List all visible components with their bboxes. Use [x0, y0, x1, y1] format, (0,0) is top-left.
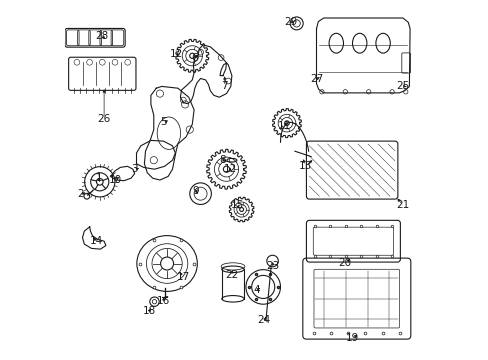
Text: 6: 6: [190, 53, 197, 63]
Text: 15: 15: [230, 200, 244, 210]
Text: 29: 29: [284, 17, 297, 27]
Text: 7: 7: [221, 81, 227, 91]
Text: 8: 8: [219, 155, 226, 165]
Text: 28: 28: [96, 31, 109, 41]
Text: 20: 20: [338, 258, 351, 268]
Text: 11: 11: [277, 121, 290, 131]
Text: 10: 10: [108, 175, 121, 185]
Text: 12: 12: [169, 49, 183, 59]
Text: 14: 14: [90, 236, 103, 246]
Text: 19: 19: [345, 333, 358, 343]
Text: 1: 1: [95, 173, 102, 183]
Polygon shape: [220, 63, 226, 76]
Text: 18: 18: [142, 306, 155, 316]
Text: 24: 24: [257, 315, 270, 325]
Text: 17: 17: [176, 272, 189, 282]
Text: 9: 9: [192, 186, 199, 196]
Text: 26: 26: [97, 114, 110, 124]
Text: 3: 3: [131, 164, 138, 174]
Text: 13: 13: [299, 161, 312, 171]
Text: 5: 5: [160, 117, 166, 127]
Text: 23: 23: [266, 261, 279, 271]
Text: 22: 22: [225, 270, 238, 280]
Text: 12: 12: [223, 164, 236, 174]
Text: 16: 16: [157, 296, 170, 306]
Text: 27: 27: [309, 74, 323, 84]
Text: 25: 25: [395, 81, 408, 91]
Text: 2: 2: [77, 189, 84, 199]
Text: 4: 4: [253, 285, 260, 295]
Text: 21: 21: [395, 200, 408, 210]
